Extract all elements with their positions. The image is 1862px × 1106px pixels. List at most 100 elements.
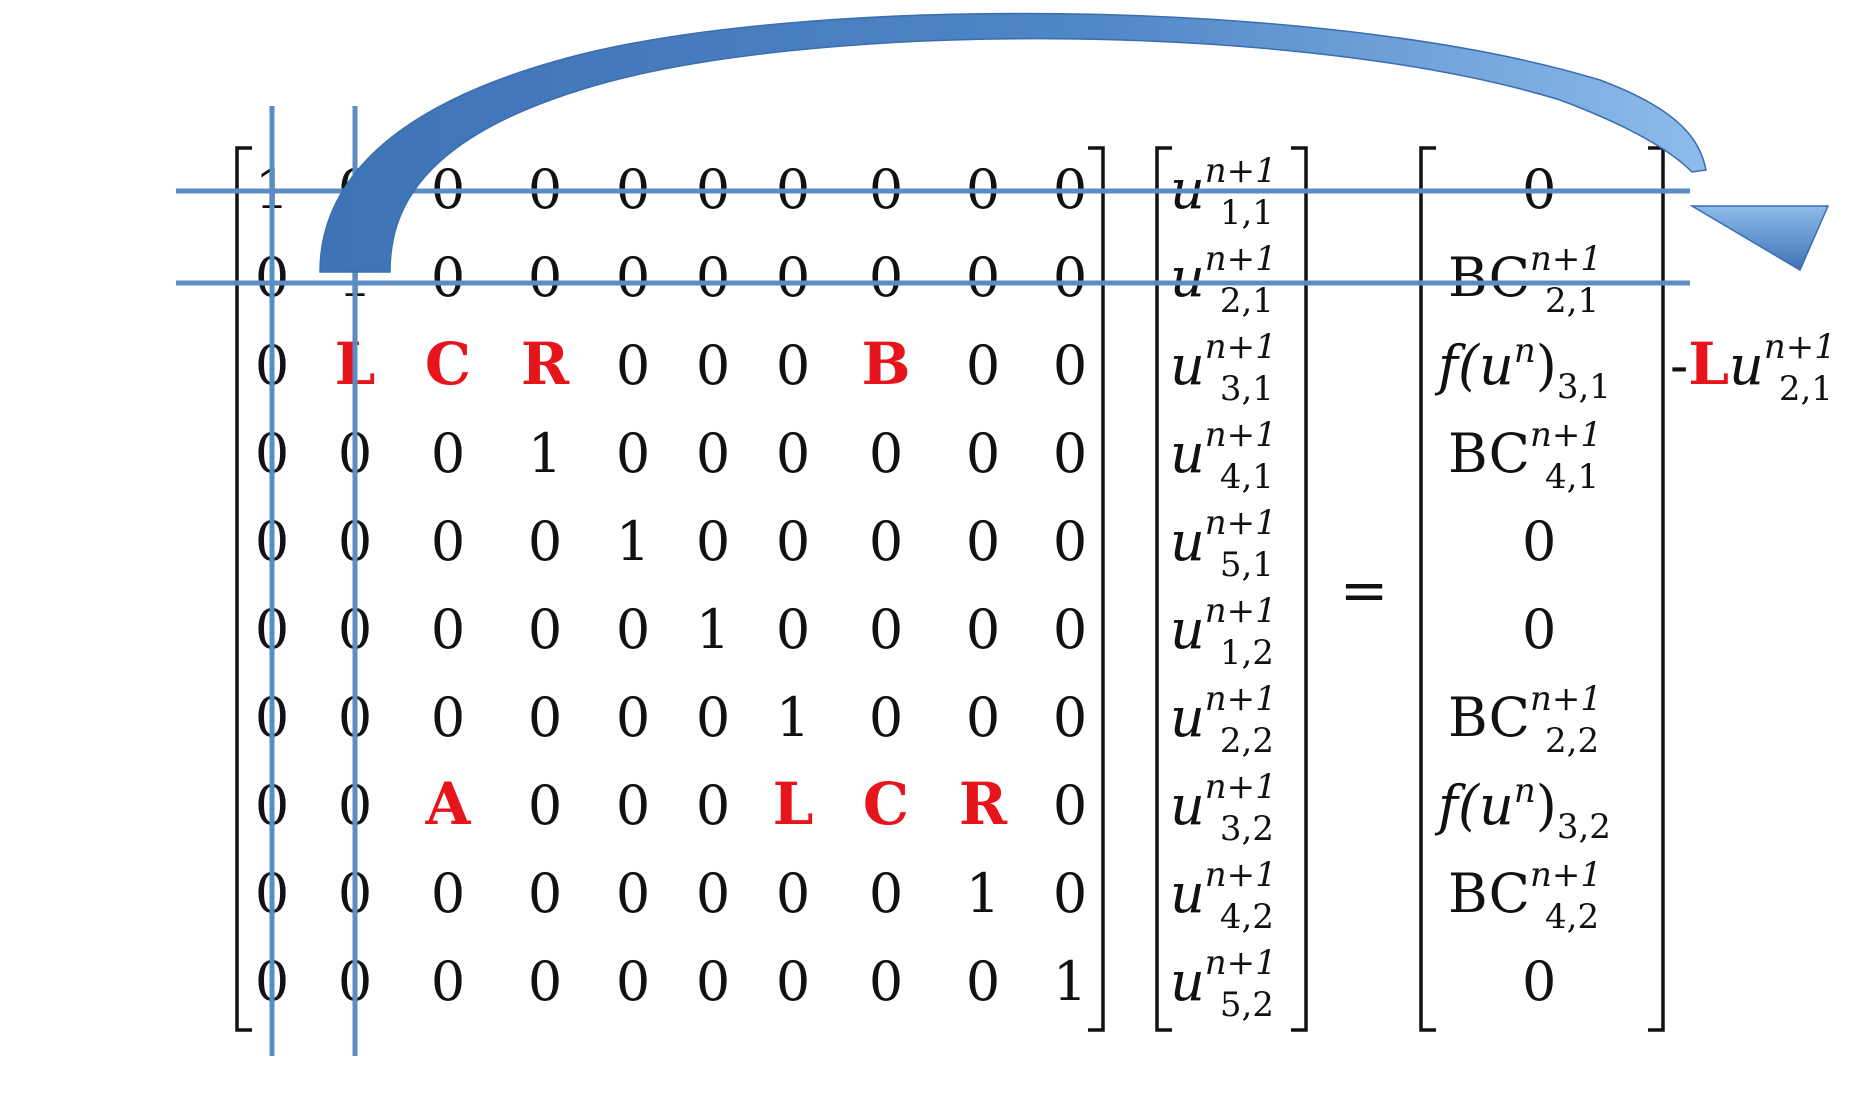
- matrix-cell: 0: [966, 598, 1000, 661]
- matrix-cell: B: [861, 330, 910, 398]
- matrix-cell: 0: [431, 950, 465, 1013]
- matrix-cell: 1: [528, 422, 562, 485]
- unknown-entry: un+1 3,1: [1170, 327, 1277, 409]
- matrix-cell: 0: [1053, 686, 1087, 749]
- curved-arrow-head: [1689, 205, 1830, 272]
- curved-arrow: [319, 12, 1830, 273]
- matrix-cell: 0: [776, 246, 810, 309]
- curved-arrow-body: [319, 12, 1707, 273]
- matrix-cell: 0: [431, 686, 465, 749]
- matrix-cell: 0: [616, 422, 650, 485]
- unknown-vector-brackets: [1155, 146, 1308, 1032]
- matrix-cell: 0: [966, 246, 1000, 309]
- matrix-cell: 0: [966, 510, 1000, 573]
- matrix-cell: 0: [528, 246, 562, 309]
- unknown-entry: un+1 5,2: [1170, 943, 1277, 1025]
- matrix-cell: 0: [869, 246, 903, 309]
- unknown-entry: un+1 4,1: [1170, 415, 1277, 497]
- unknown-entry: un+1 1,2: [1170, 591, 1277, 673]
- rhs-entry: BCn+1 2,2: [1448, 679, 1602, 761]
- matrix-left-bracket: [235, 146, 252, 1032]
- matrix-cell: 0: [869, 422, 903, 485]
- matrix-cell: 0: [616, 862, 650, 925]
- rhs-left-bracket: [1419, 146, 1436, 1032]
- matrix-cell: A: [424, 770, 471, 838]
- matrix-cell: R: [521, 330, 570, 398]
- rhs-entry: BCn+1 2,1: [1448, 239, 1602, 321]
- matrix-cell: 0: [1053, 774, 1087, 837]
- matrix-cell: 0: [696, 246, 730, 309]
- matrix-cell: 0: [776, 862, 810, 925]
- rhs-entry: f(un)3,1: [1434, 331, 1611, 407]
- matrix-cell: 0: [869, 510, 903, 573]
- matrix-cell: 0: [1053, 246, 1087, 309]
- matrix-cell: 0: [1053, 422, 1087, 485]
- matrix-cell: 0: [776, 334, 810, 397]
- correction-term: -Lun+1 2,1: [1670, 327, 1836, 409]
- matrix-cell: 1: [696, 598, 730, 661]
- matrix-cell: 0: [528, 950, 562, 1013]
- matrix-cell: 0: [528, 862, 562, 925]
- matrix-cells: 100000000001000000000LCR000B000001000000…: [255, 158, 1087, 1013]
- matrix-right-bracket: [1088, 146, 1105, 1032]
- matrix-cell: 0: [431, 862, 465, 925]
- matrix-cell: 0: [431, 246, 465, 309]
- matrix-cell: 0: [869, 862, 903, 925]
- matrix-cell: 0: [966, 334, 1000, 397]
- matrix-cell: 0: [869, 950, 903, 1013]
- matrix-cell: 0: [966, 686, 1000, 749]
- correction-term-text: -Lun+1 2,1: [1670, 327, 1836, 409]
- matrix-cell: 0: [616, 334, 650, 397]
- matrix-cell: 0: [869, 598, 903, 661]
- matrix-cell: L: [773, 770, 814, 838]
- matrix-cell: 0: [431, 510, 465, 573]
- matrix-cell: 0: [528, 774, 562, 837]
- unknown-entry: un+1 5,1: [1170, 503, 1277, 585]
- matrix-cell: 0: [1053, 598, 1087, 661]
- matrix-cell: 0: [696, 862, 730, 925]
- matrix-cell: 0: [528, 598, 562, 661]
- matrix-cell: 0: [776, 950, 810, 1013]
- matrix-cell: 0: [776, 422, 810, 485]
- matrix-cell: 0: [431, 422, 465, 485]
- unknown-vector-entries: un+1 1,1un+1 2,1un+1 3,1un+1 4,1un+1 5,1un+1 1…: [1170, 151, 1277, 1025]
- rhs-vector-brackets: [1419, 146, 1665, 1032]
- matrix-cell: 0: [869, 686, 903, 749]
- unknown-entry: un+1 2,1: [1170, 239, 1277, 321]
- matrix-cell: 0: [966, 422, 1000, 485]
- matrix-cell: 0: [616, 246, 650, 309]
- unknown-entry: un+1 3,2: [1170, 767, 1277, 849]
- matrix-cell: 0: [1053, 334, 1087, 397]
- unknown-entry: un+1 4,2: [1170, 855, 1277, 937]
- matrix-cell: 0: [696, 950, 730, 1013]
- matrix-cell: 1: [776, 686, 810, 749]
- matrix-cell: 0: [696, 774, 730, 837]
- rhs-right-bracket: [1648, 146, 1665, 1032]
- matrix-cell: 0: [528, 686, 562, 749]
- matrix-cell: 1: [616, 510, 650, 573]
- unknown-left-bracket: [1155, 146, 1172, 1032]
- matrix-cell: 0: [616, 950, 650, 1013]
- matrix-cell: 0: [776, 598, 810, 661]
- matrix-brackets: [235, 146, 1105, 1032]
- matrix-cell: 0: [528, 510, 562, 573]
- matrix-cell: 1: [966, 862, 1000, 925]
- matrix-cell: C: [425, 330, 471, 398]
- unknown-entry: un+1 1,1: [1170, 151, 1277, 233]
- matrix-cell: C: [863, 770, 909, 838]
- matrix-cell: 0: [616, 598, 650, 661]
- matrix-cell: R: [959, 770, 1008, 838]
- unknown-right-bracket: [1291, 146, 1308, 1032]
- rhs-entry: f(un)3,2: [1434, 771, 1611, 847]
- matrix-cell: 0: [966, 950, 1000, 1013]
- rhs-entry: 0: [1522, 598, 1556, 661]
- rhs-entry: 0: [1522, 950, 1556, 1013]
- rhs-entry: BCn+1 4,1: [1448, 415, 1602, 497]
- matrix-cell: 0: [696, 686, 730, 749]
- matrix-cell: 0: [776, 510, 810, 573]
- matrix-cell: 0: [696, 334, 730, 397]
- matrix-cell: 0: [696, 422, 730, 485]
- matrix-cell: 0: [1053, 862, 1087, 925]
- matrix-cell: 0: [431, 598, 465, 661]
